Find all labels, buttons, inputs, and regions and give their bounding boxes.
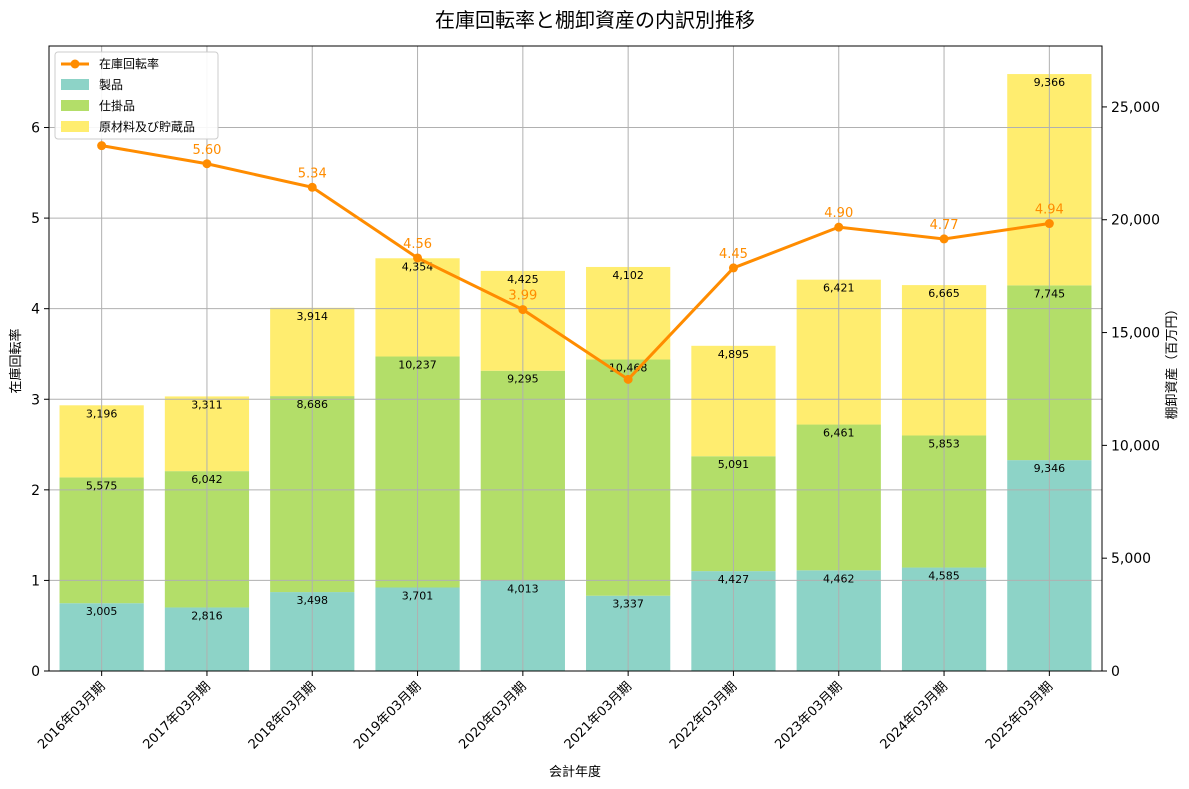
bar-value-label: 9,346 — [1034, 462, 1066, 475]
bar-value-label: 4,102 — [612, 269, 644, 282]
rate-value-label: 4.90 — [824, 206, 853, 221]
x-axis-label: 会計年度 — [549, 764, 601, 780]
rate-point — [939, 234, 949, 244]
y-left-tick-label: 6 — [31, 121, 40, 137]
y-left-tick-label: 2 — [31, 483, 40, 499]
x-tick-label: 2025年03月期 — [983, 679, 1056, 752]
bar-value-label: 3,311 — [191, 398, 223, 411]
grid — [49, 46, 1102, 672]
bar-value-label: 9,295 — [507, 373, 539, 386]
x-tick-label: 2021年03月期 — [562, 679, 635, 752]
rate-value-label: 3.99 — [508, 289, 537, 304]
rate-line-path — [101, 144, 1050, 382]
bar-value-label: 10,237 — [398, 359, 437, 372]
bar-value-label: 4,427 — [718, 573, 750, 586]
x-tick-label: 2024年03月期 — [878, 679, 951, 752]
x-tick-label: 2020年03月期 — [456, 679, 529, 752]
bar-value-label: 2,816 — [191, 609, 223, 622]
bar-value-label: 6,042 — [191, 473, 223, 486]
legend-label: 在庫回転率 — [99, 56, 159, 71]
legend-label: 製品 — [99, 78, 123, 92]
x-tick-label: 2023年03月期 — [772, 679, 845, 752]
y-left-tick-label: 1 — [31, 573, 40, 589]
x-tick-label: 2018年03月期 — [246, 679, 319, 752]
plot-frame — [48, 45, 1103, 672]
y-left-tick-label: 4 — [31, 302, 40, 318]
rate-point — [97, 141, 107, 151]
bar-value-label: 3,005 — [86, 605, 118, 618]
x-tick-label: 2016年03月期 — [35, 679, 108, 752]
bar-value-label: 3,498 — [297, 594, 329, 607]
bar-value-label: 5,575 — [86, 479, 118, 492]
bar-value-label: 4,462 — [823, 572, 855, 585]
rate-value-label: 5.34 — [298, 166, 327, 181]
rate-value-label: 4.45 — [719, 247, 748, 262]
rate-point — [834, 222, 844, 232]
legend-box — [54, 51, 219, 140]
rate-value-label: 4.77 — [930, 218, 959, 233]
y-right-tick-label: 15,000 — [1111, 326, 1160, 342]
y-right-tick-label: 10,000 — [1111, 438, 1160, 454]
rate-value-label: 4.94 — [1035, 203, 1064, 218]
y-axis-label-left: 在庫回転率 — [8, 328, 24, 393]
rate-value-label: 4.56 — [403, 237, 432, 252]
x-tick-label: 2019年03月期 — [351, 679, 424, 752]
y-left-tick-label: 5 — [31, 211, 40, 227]
rate-point — [307, 182, 317, 192]
rate-line: 5.60 5.34 4.56 3.99 4.45 4.90 4.77 4.94 — [97, 141, 1064, 384]
legend-line-marker — [70, 59, 80, 69]
bar-value-label: 5,091 — [718, 458, 750, 471]
y-left-tick-label: 3 — [31, 392, 40, 408]
bar-value-label: 6,461 — [823, 427, 855, 440]
y-right-tick-label: 25,000 — [1111, 100, 1160, 116]
y-axis-label-right: 棚卸資産（百万円） — [1164, 302, 1180, 419]
bar-value-label: 3,914 — [297, 310, 329, 323]
y-right-tick-label: 20,000 — [1111, 213, 1160, 229]
rate-point — [623, 374, 633, 384]
bar-value-label: 4,895 — [718, 348, 750, 361]
bar-value-label: 3,337 — [612, 598, 644, 611]
bar-value-label: 7,745 — [1034, 287, 1066, 300]
y-left-tick-label: 0 — [31, 664, 40, 680]
legend-swatch — [61, 79, 89, 90]
bar-value-label: 5,853 — [928, 437, 960, 450]
bar-value-label: 3,701 — [402, 589, 434, 602]
bar-value-label: 4,013 — [507, 582, 539, 595]
chart-title: 在庫回転率と棚卸資産の内訳別推移 — [435, 8, 755, 32]
rate-point — [518, 305, 528, 315]
legend-label: 原材料及び貯蔵品 — [99, 120, 195, 134]
rate-point — [728, 263, 738, 273]
bar-value-label: 3,196 — [86, 407, 118, 420]
segment-labels: 3,005 5,575 3,196 2,816 6,042 3,311 3,498 8,686… — [86, 76, 1065, 622]
y-right-tick-label: 0 — [1111, 664, 1120, 680]
rate-point — [1044, 219, 1054, 229]
legend-swatch — [61, 121, 89, 132]
x-tick-label: 2022年03月期 — [667, 679, 740, 752]
bar-value-label: 6,665 — [928, 287, 960, 300]
bar-value-label: 4,354 — [402, 260, 434, 273]
x-tick-label: 2017年03月期 — [140, 679, 213, 752]
rate-point — [202, 159, 212, 169]
bar-value-label: 4,585 — [928, 570, 960, 583]
bar-value-label: 6,421 — [823, 282, 855, 295]
rate-point — [413, 253, 423, 263]
legend-label: 仕掛品 — [99, 98, 135, 113]
bar-value-label: 8,686 — [297, 398, 329, 411]
legend-swatch — [61, 100, 89, 111]
bar-value-label: 9,366 — [1034, 76, 1066, 89]
rate-value-label: 5.60 — [192, 143, 221, 158]
bar-value-label: 4,425 — [507, 273, 539, 286]
y-right-tick-label: 5,000 — [1111, 551, 1151, 567]
